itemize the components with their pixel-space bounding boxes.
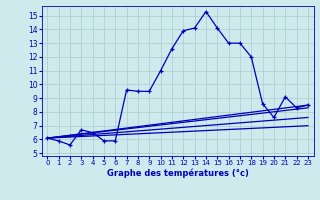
- X-axis label: Graphe des températures (°c): Graphe des températures (°c): [107, 169, 249, 178]
